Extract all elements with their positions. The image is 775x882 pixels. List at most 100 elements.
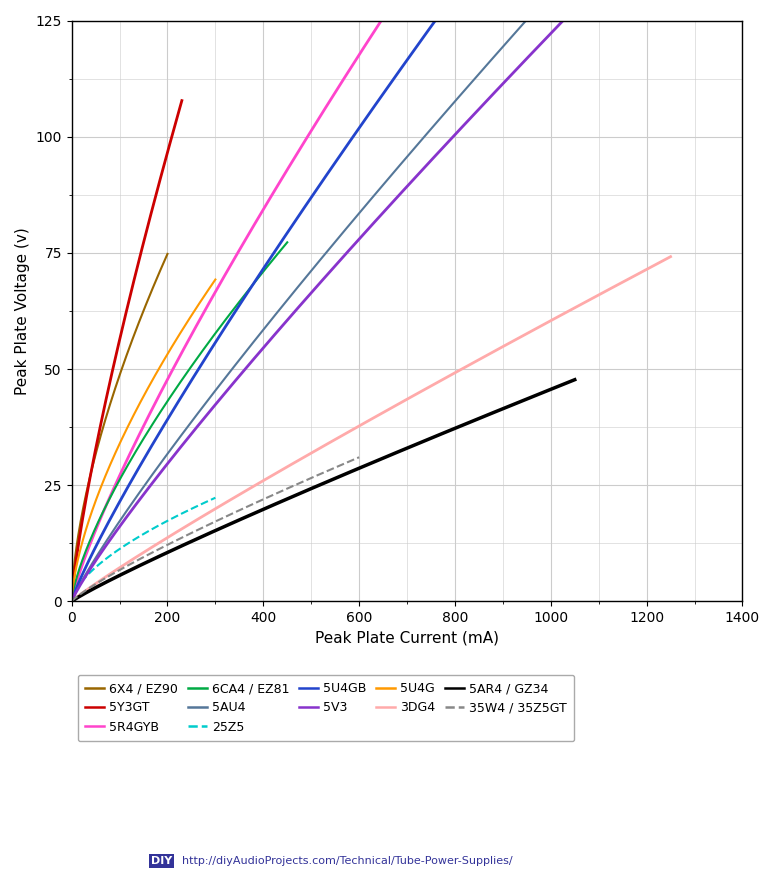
6X4 / EZ90 [67, 586, 77, 596]
Line: 5U4GB: 5U4GB [71, 0, 484, 602]
5AU4 [69, 592, 78, 602]
5AU4 [523, 13, 532, 24]
25Z5 [67, 596, 76, 607]
5U4G [153, 366, 162, 377]
5Y3GT [177, 95, 187, 106]
5AR4 / GZ34 [367, 458, 376, 468]
5Y3GT [67, 590, 77, 601]
5AU4 [375, 183, 384, 194]
25Z5 [152, 521, 161, 532]
35W4 / 35Z5GT [309, 472, 319, 482]
25Z5 [211, 492, 220, 503]
5AR4 / GZ34 [365, 459, 374, 469]
25Z5 [188, 503, 198, 513]
5U4G [211, 274, 220, 285]
3DG4 [424, 382, 433, 392]
5AR4 / GZ34 [491, 407, 501, 417]
5AR4 / GZ34 [67, 596, 76, 607]
Text: http://diyAudioProjects.com/Technical/Tube-Power-Supplies/: http://diyAudioProjects.com/Technical/Tu… [182, 856, 513, 866]
5AR4 / GZ34 [523, 393, 532, 404]
Line: 6CA4 / EZ81: 6CA4 / EZ81 [71, 243, 288, 602]
Line: 5V3: 5V3 [71, 0, 718, 602]
5AU4 [491, 49, 501, 60]
3DG4 [572, 302, 581, 312]
5AR4 / GZ34 [375, 454, 384, 465]
25Z5 [67, 594, 77, 604]
5Y3GT [133, 262, 142, 273]
5U4G [152, 367, 161, 377]
5V3 [463, 116, 472, 126]
6CA4 / EZ81 [67, 590, 77, 601]
Line: 6X4 / EZ90: 6X4 / EZ90 [71, 254, 167, 602]
5AR4 / GZ34 [69, 595, 78, 606]
5R4GYB [272, 182, 281, 192]
5V3 [69, 591, 78, 602]
5U4G [188, 308, 198, 318]
6CA4 / EZ81 [249, 279, 258, 289]
25Z5 [155, 519, 164, 530]
5U4G [198, 294, 207, 304]
6CA4 / EZ81 [283, 237, 292, 248]
35W4 / 35Z5GT [328, 464, 337, 475]
6CA4 / EZ81 [67, 596, 76, 607]
5Y3GT [167, 132, 176, 143]
5U4G [67, 596, 76, 607]
5Y3GT [160, 158, 169, 168]
5V3 [67, 596, 76, 607]
Text: DIY: DIY [151, 856, 172, 866]
Line: 5U4G: 5U4G [71, 280, 215, 602]
5AU4 [367, 194, 376, 205]
35W4 / 35Z5GT [238, 504, 247, 514]
Line: 5AU4: 5AU4 [71, 0, 575, 602]
25Z5 [198, 498, 207, 509]
5U4GB [312, 183, 322, 194]
Y-axis label: Peak Plate Voltage (v): Peak Plate Voltage (v) [15, 228, 30, 395]
5AR4 / GZ34 [570, 374, 580, 385]
35W4 / 35Z5GT [243, 501, 252, 512]
Legend: 6X4 / EZ90, 5Y3GT, 5R4GYB, 6CA4 / EZ81, 5AU4, 25Z5, 5U4GB, 5V3, 5U4G, 3DG4, 5AR4: 6X4 / EZ90, 5Y3GT, 5R4GYB, 6CA4 / EZ81, … [78, 675, 574, 741]
3DG4 [67, 596, 76, 607]
5Y3GT [134, 255, 143, 265]
5U4GB [311, 186, 320, 197]
35W4 / 35Z5GT [237, 504, 246, 514]
6X4 / EZ90 [163, 249, 172, 259]
5Y3GT [133, 264, 142, 274]
Line: 5AR4 / GZ34: 5AR4 / GZ34 [71, 379, 575, 602]
35W4 / 35Z5GT [67, 596, 76, 607]
5U4GB [68, 592, 78, 602]
6X4 / EZ90 [126, 340, 135, 350]
5R4GYB [371, 24, 381, 34]
5R4GYB [67, 596, 76, 607]
3DG4 [433, 377, 443, 387]
Line: 25Z5: 25Z5 [71, 497, 215, 602]
35W4 / 35Z5GT [354, 452, 363, 462]
6X4 / EZ90 [154, 269, 164, 280]
35W4 / 35Z5GT [68, 595, 78, 606]
Line: 35W4 / 35Z5GT: 35W4 / 35Z5GT [71, 457, 359, 602]
5R4GYB [267, 191, 276, 201]
5U4GB [67, 596, 76, 607]
6X4 / EZ90 [124, 344, 133, 355]
6X4 / EZ90 [148, 284, 157, 295]
3DG4 [69, 594, 78, 605]
Line: 3DG4: 3DG4 [71, 257, 670, 602]
5U4GB [415, 38, 424, 49]
3DG4 [610, 281, 619, 292]
3DG4 [666, 251, 675, 262]
5AU4 [67, 596, 76, 607]
Line: 5Y3GT: 5Y3GT [71, 101, 182, 602]
5V3 [450, 130, 460, 140]
6CA4 / EZ81 [263, 262, 272, 273]
5U4G [155, 363, 164, 373]
6X4 / EZ90 [124, 345, 133, 355]
6X4 / EZ90 [67, 596, 76, 607]
6CA4 / EZ81 [199, 344, 208, 355]
5R4GYB [350, 57, 359, 68]
Line: 5R4GYB: 5R4GYB [71, 0, 407, 602]
5U4G [67, 588, 77, 599]
5Y3GT [67, 596, 76, 607]
5R4GYB [266, 192, 275, 203]
X-axis label: Peak Plate Current (mA): Peak Plate Current (mA) [315, 631, 499, 646]
5AU4 [365, 196, 374, 206]
5V3 [452, 128, 461, 138]
